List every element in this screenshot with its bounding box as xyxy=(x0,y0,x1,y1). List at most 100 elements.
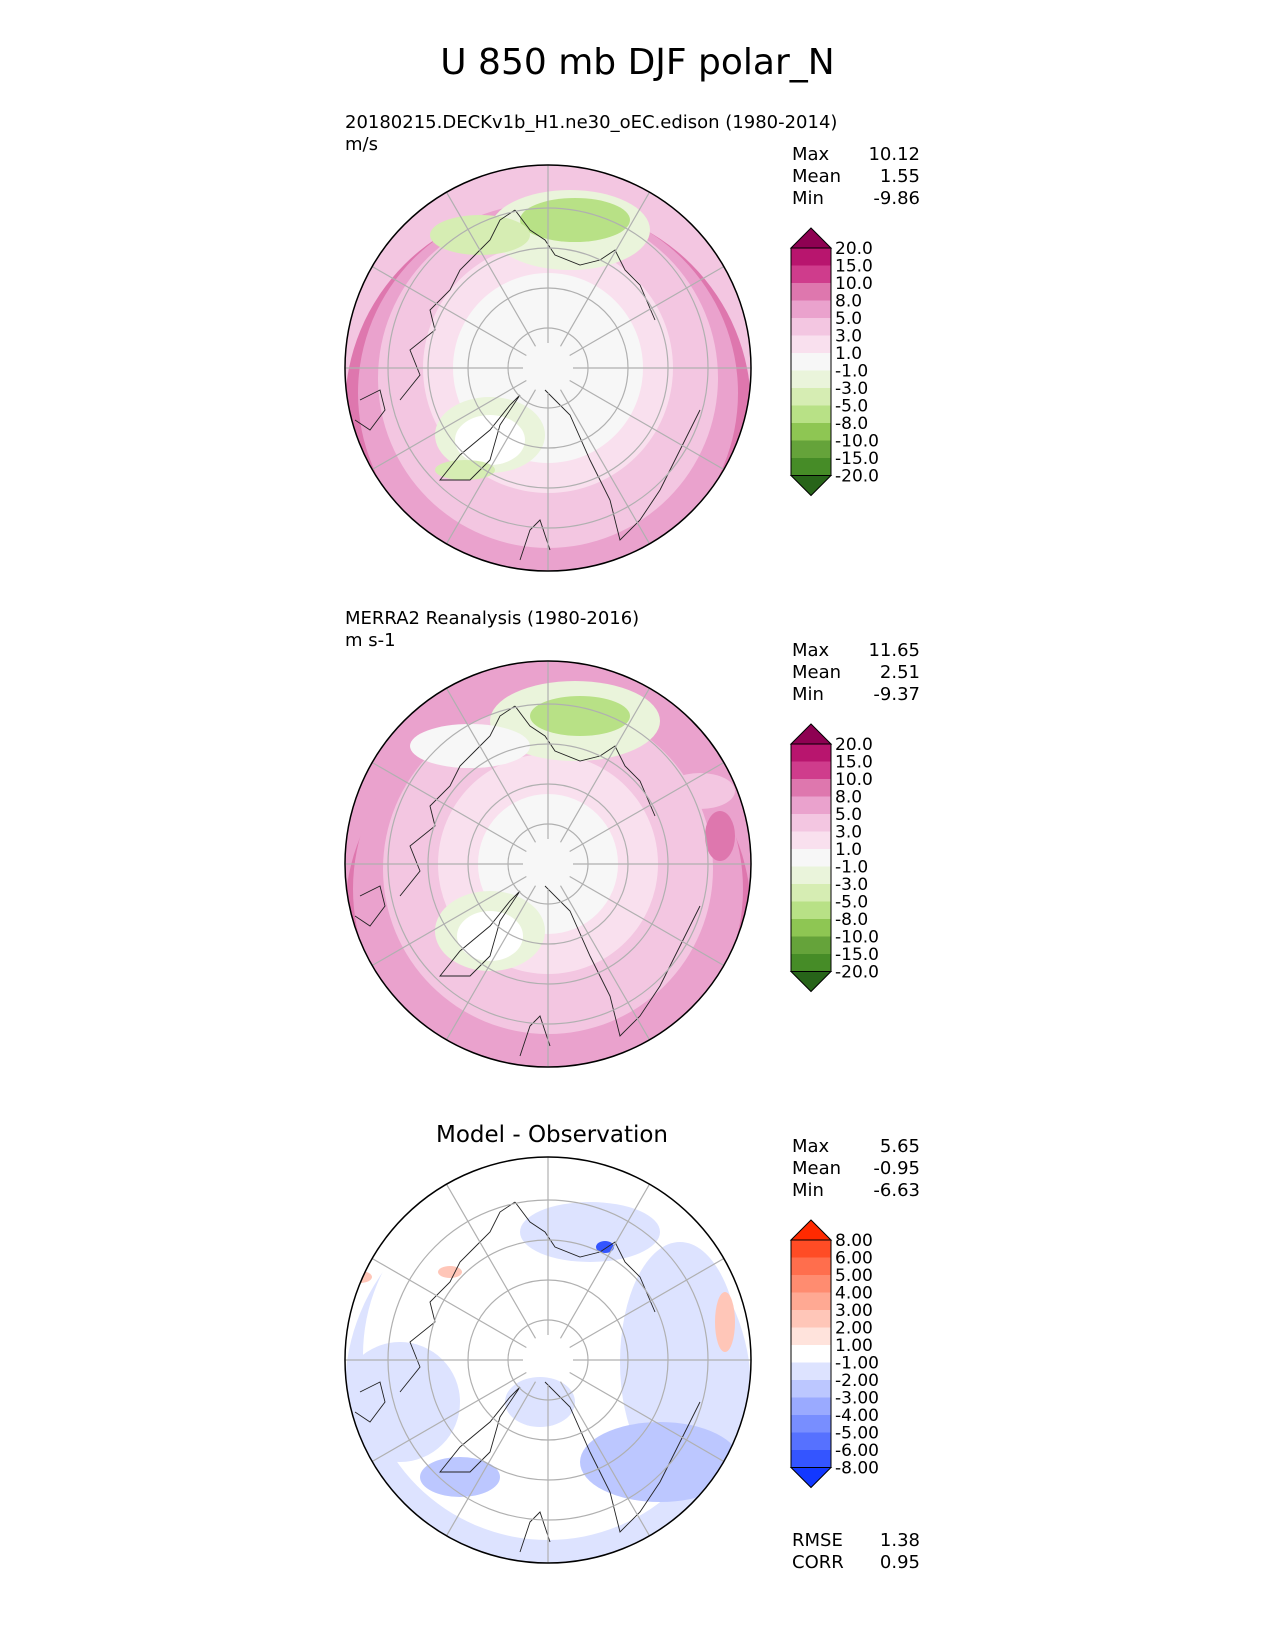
colorbar-tick-label: 6.00 xyxy=(835,1249,873,1269)
stat-value: 1.38 xyxy=(879,1530,920,1551)
colorbar-segment xyxy=(791,440,831,459)
colorbar-segment xyxy=(791,744,831,762)
stat-value: -9.37 xyxy=(873,684,920,705)
colorbar-segment xyxy=(791,1415,831,1433)
colorbar-segment xyxy=(791,1257,831,1276)
colorbar-segment xyxy=(791,335,831,354)
meridian-line xyxy=(559,1183,651,1339)
stat-value: 11.65 xyxy=(868,640,920,661)
coastline xyxy=(439,890,521,977)
colorbar-tick-label: -3.0 xyxy=(835,875,868,895)
field-contour xyxy=(435,460,495,480)
colorbar-tick-label: -20.0 xyxy=(835,467,879,487)
map-boundary xyxy=(344,164,752,572)
panel-3-title: Model - Observation xyxy=(435,1122,669,1148)
stat-value: 10.12 xyxy=(868,144,920,165)
panel-3-extra-stats: RMSE 1.38 CORR 0.95 xyxy=(792,1530,920,1574)
colorbar-segment xyxy=(791,405,831,424)
colorbar-tick-label: 2.00 xyxy=(835,1319,873,1339)
meridian-line xyxy=(371,761,527,853)
colorbar-segment xyxy=(791,1345,831,1363)
colorbar-tick-label: 8.0 xyxy=(835,788,862,808)
colorbar-tick-label: -3.00 xyxy=(835,1389,879,1409)
colorbar-frame xyxy=(790,247,832,476)
colorbar-tick-label: -15.0 xyxy=(835,449,879,469)
colorbar-segment xyxy=(791,1240,831,1258)
colorbar-tick-label: -10.0 xyxy=(835,432,879,452)
coastline xyxy=(354,389,386,431)
panel-2-colorbar: 20.015.010.08.05.03.01.0-1.0-3.0-5.0-8.0… xyxy=(789,723,879,993)
meridian-line xyxy=(445,687,537,843)
stat-label: Min xyxy=(792,1180,824,1201)
colorbar-tick-label: -8.0 xyxy=(835,910,868,930)
colorbar-tick-label: -6.00 xyxy=(835,1441,879,1461)
colorbar-tick-label: 1.0 xyxy=(835,344,862,364)
colorbar-extend-max xyxy=(789,227,833,249)
stat-row: Max 5.65 xyxy=(792,1136,920,1158)
colorbar-tick-label: 5.00 xyxy=(835,1266,873,1286)
field-contour xyxy=(596,1241,614,1253)
colorbar-segment xyxy=(791,901,831,920)
coastline xyxy=(439,394,521,481)
colorbar-segment xyxy=(791,761,831,780)
stat-label: RMSE xyxy=(792,1530,843,1551)
coastline xyxy=(514,1201,656,1313)
stat-label: Mean xyxy=(792,166,842,187)
stat-label: Max xyxy=(792,144,830,165)
colorbar-segment xyxy=(791,849,831,867)
colorbar-tick-label: -2.00 xyxy=(835,1371,879,1391)
colorbar-tick-label: -5.0 xyxy=(835,893,868,913)
field-contour xyxy=(665,773,735,809)
stat-label: Mean xyxy=(792,1158,842,1179)
colorbar-tick-label: 15.0 xyxy=(835,257,873,277)
colorbar-segment xyxy=(791,1292,831,1311)
stat-label: Mean xyxy=(792,662,842,683)
stat-row: Mean -0.95 xyxy=(792,1158,920,1180)
colorbar-tick-label: -1.00 xyxy=(835,1354,879,1374)
colorbar-segment xyxy=(791,814,831,832)
meridian-line xyxy=(569,379,725,471)
meridian-line xyxy=(569,1371,725,1463)
field-contour xyxy=(580,1422,740,1502)
colorbar-extend-max xyxy=(789,723,833,745)
panel-1-stats: Max 10.12 Mean 1.55 Min -9.86 xyxy=(792,144,920,210)
meridian-line xyxy=(445,191,537,347)
panel-1-map xyxy=(344,164,752,572)
meridian-line xyxy=(569,761,725,853)
colorbar-tick-label: 5.0 xyxy=(835,309,862,329)
field-contour xyxy=(715,1292,735,1352)
stat-label: Max xyxy=(792,640,830,661)
colorbar-tick-label: -8.0 xyxy=(835,414,868,434)
colorbar-tick-label: 3.0 xyxy=(835,823,862,843)
map-boundary xyxy=(344,1156,752,1564)
colorbar-tick-label: 8.00 xyxy=(835,1231,873,1251)
colorbar-frame xyxy=(790,1239,832,1468)
stat-value: 0.95 xyxy=(879,1552,920,1573)
colorbar-segment xyxy=(791,1310,831,1328)
colorbar-segment xyxy=(791,318,831,336)
stat-row: Max 11.65 xyxy=(792,640,920,662)
panel-1-colorbar: 20.015.010.08.05.03.01.0-1.0-3.0-5.0-8.0… xyxy=(789,227,879,497)
panel-2-title: MERRA2 Reanalysis (1980-2016) xyxy=(345,608,640,629)
meridian-line xyxy=(559,191,651,347)
colorbar-tick-label: 4.00 xyxy=(835,1284,873,1304)
colorbar-segment xyxy=(791,423,831,441)
colorbar-tick-label: 3.00 xyxy=(835,1301,873,1321)
colorbar-tick-label: -3.0 xyxy=(835,379,868,399)
colorbar-tick-label: -1.0 xyxy=(835,362,868,382)
coastline xyxy=(439,1386,521,1473)
colorbar-segment xyxy=(791,919,831,937)
colorbar-tick-label: 1.0 xyxy=(835,840,862,860)
panel-1-header: 20180215.DECKv1b_H1.ne30_oEC.edison (198… xyxy=(345,112,837,156)
stat-value: 1.55 xyxy=(879,166,920,187)
map-boundary xyxy=(344,660,752,1068)
meridian-line xyxy=(371,379,527,471)
colorbar-tick-label: 15.0 xyxy=(835,753,873,773)
field-contour xyxy=(438,1266,462,1278)
field-contour xyxy=(455,415,525,465)
stat-row: CORR 0.95 xyxy=(792,1552,920,1574)
panel-2-header: MERRA2 Reanalysis (1980-2016) m s-1 xyxy=(345,608,639,652)
panel-1-title: 20180215.DECKv1b_H1.ne30_oEC.edison (198… xyxy=(345,112,838,133)
stat-label: CORR xyxy=(792,1552,844,1573)
colorbar-segment xyxy=(791,1397,831,1416)
